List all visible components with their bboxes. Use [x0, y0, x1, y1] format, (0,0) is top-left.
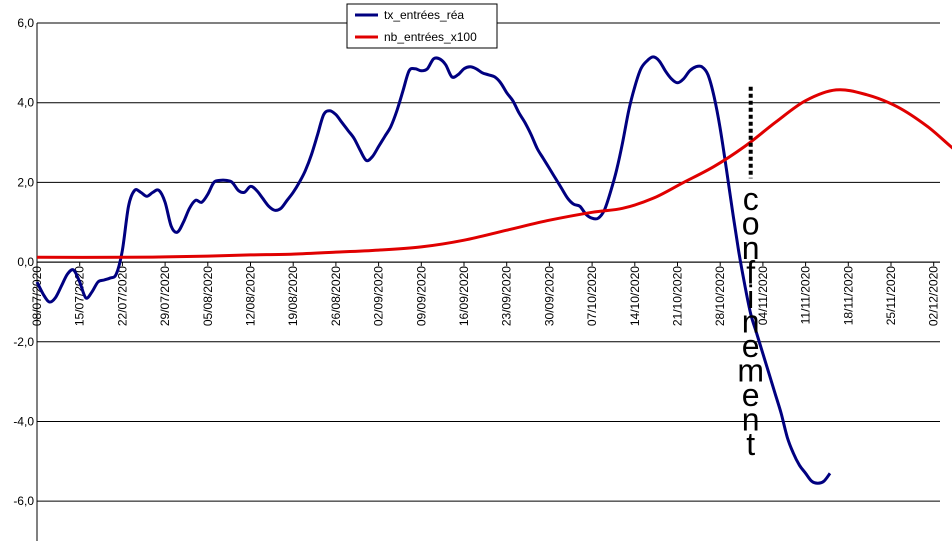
confinement-label-letter: i [747, 279, 754, 315]
y-tick-label: -6,0 [13, 494, 34, 508]
x-tick-label: 14/10/2020 [628, 266, 642, 326]
series-line-nb-entrees-x100 [36, 88, 952, 259]
x-tick-label: 21/10/2020 [671, 266, 685, 326]
x-tick-label: 29/07/2020 [158, 266, 172, 326]
x-tick-label: 11/11/2020 [799, 266, 813, 325]
y-tick-label: 2,0 [17, 175, 34, 189]
x-tick-label: 19/08/2020 [286, 266, 300, 326]
y-tick-label: -2,0 [13, 335, 34, 349]
confinement-label-letter: c [743, 181, 759, 217]
confinement-label-letter: n [742, 304, 760, 340]
x-tick-label: 15/07/2020 [73, 266, 87, 326]
x-tick-label: 05/08/2020 [201, 266, 215, 326]
confinement-label-letter: m [737, 353, 764, 389]
series-layer [35, 55, 952, 485]
x-tick-label: 04/11/2020 [756, 266, 770, 325]
x-tick-label: 25/11/2020 [884, 266, 898, 325]
x-tick-labels: 08/07/2020 15/07/2020 22/07/2020 29/07/2020… [30, 262, 941, 326]
confinement-label-letter: e [742, 328, 760, 364]
x-tick-label: 26/08/2020 [329, 266, 343, 326]
x-tick-label: 16/09/2020 [457, 266, 471, 326]
x-tick-label: 28/10/2020 [713, 266, 727, 326]
legend-label-tx-entrees-rea: tx_entrées_réa [384, 8, 464, 22]
confinement-label-letter: f [746, 255, 755, 291]
x-tick-label: 22/07/2020 [115, 266, 129, 326]
legend: tx_entrées_réa nb_entrées_x100 [346, 3, 498, 49]
x-tick-label: 23/09/2020 [500, 266, 514, 326]
y-tick-labels: 6,0 4,0 2,0 0,0 -2,0 -4,0 -6,0 [13, 16, 34, 508]
confinement-label-letter: e [742, 377, 760, 413]
series-line-tx-entrees-rea [35, 55, 832, 485]
x-tick-label: 02/09/2020 [372, 266, 386, 326]
x-tick-label: 02/12/2020 [927, 266, 941, 326]
x-tick-label: 30/09/2020 [542, 266, 556, 326]
x-tick-label: 07/10/2020 [585, 266, 599, 326]
confinement-label-letter: n [742, 230, 760, 266]
confinement-label-letter: o [742, 206, 760, 242]
y-tick-label: -4,0 [13, 414, 34, 428]
y-tick-label: 6,0 [17, 16, 34, 30]
x-tick-label: 12/08/2020 [244, 266, 258, 326]
x-tick-label: 18/11/2020 [841, 266, 855, 325]
legend-box [346, 3, 498, 49]
confinement-label-letter: t [746, 426, 755, 462]
x-tick-label: 09/09/2020 [414, 266, 428, 326]
y-tick-label: 0,0 [17, 255, 34, 269]
x-tick-label: 08/07/2020 [30, 266, 44, 326]
confinement-label-letter: n [742, 402, 760, 438]
legend-label-nb-entrees-x100: nb_entrées_x100 [384, 30, 477, 44]
y-tick-label: 4,0 [17, 96, 34, 110]
